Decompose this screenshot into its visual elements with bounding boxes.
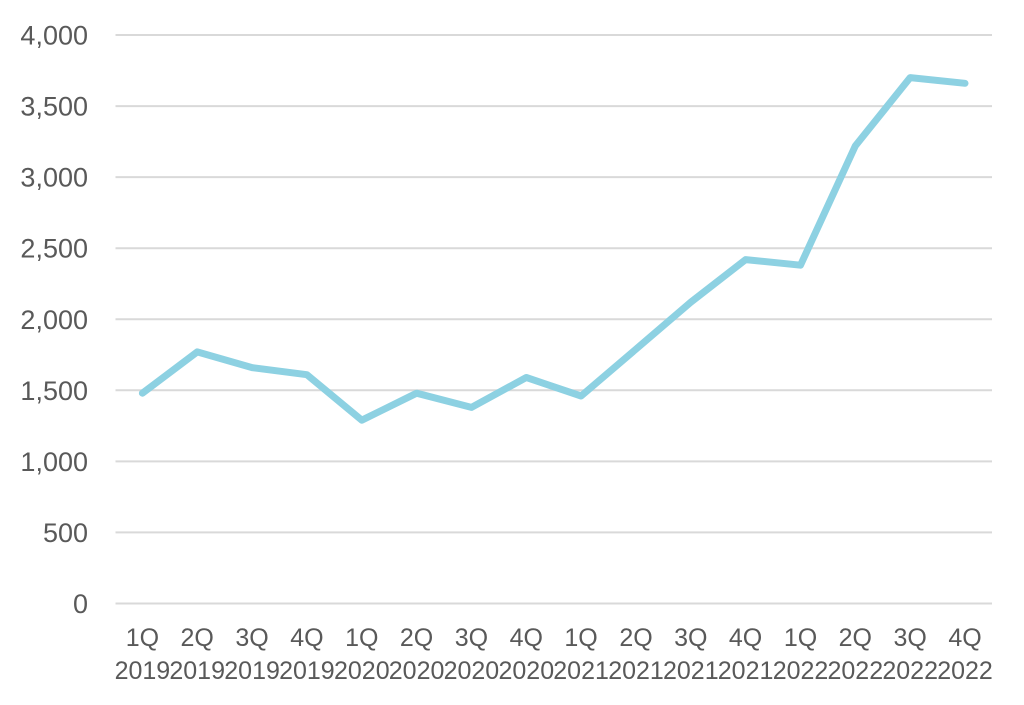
x-axis-tick-label-quarter: 4Q	[510, 624, 543, 652]
y-axis-tick-label: 2,500	[20, 234, 88, 264]
x-axis-tick-label-year: 2019	[279, 657, 335, 685]
y-axis-tick-label: 1,500	[20, 376, 88, 406]
x-axis-tick-label-year: 2021	[608, 657, 664, 685]
x-axis-tick-label-quarter: 2Q	[619, 624, 652, 652]
x-axis-tick-label-quarter: 1Q	[126, 624, 159, 652]
data-series-line	[138, 74, 969, 424]
x-axis-tick-label-quarter: 4Q	[729, 624, 762, 652]
y-axis-tick-label: 1,000	[20, 447, 88, 477]
y-axis-tick-label: 3,000	[20, 163, 88, 193]
x-axis-tick-label-year: 2019	[224, 657, 280, 685]
x-axis-tick-label-quarter: 2Q	[181, 624, 214, 652]
x-axis-tick-label-year: 2022	[882, 657, 938, 685]
x-axis-tick-label-quarter: 1Q	[345, 624, 378, 652]
x-axis-tick-label-quarter: 3Q	[235, 624, 268, 652]
x-axis-tick-label-year: 2021	[663, 657, 719, 685]
x-axis-tick-label-year: 2019	[115, 657, 171, 685]
x-axis-tick-label-quarter: 1Q	[784, 624, 817, 652]
y-axis-tick-label: 0	[73, 589, 88, 619]
x-axis-tick-label-year: 2021	[718, 657, 774, 685]
x-axis-tick-label-year: 2021	[553, 657, 609, 685]
x-axis-tick-label-year: 2022	[827, 657, 883, 685]
x-axis-tick-label-quarter: 4Q	[948, 624, 981, 652]
x-axis-tick-label-year: 2020	[498, 657, 554, 685]
x-axis-tick-label-year: 2022	[937, 657, 993, 685]
x-axis-tick-label-year: 2020	[389, 657, 445, 685]
x-axis-tick-label-year: 2022	[773, 657, 829, 685]
x-axis-tick-label-quarter: 3Q	[674, 624, 707, 652]
x-axis-tick-label-quarter: 3Q	[455, 624, 488, 652]
x-axis-tick-label-quarter: 3Q	[894, 624, 927, 652]
y-axis-tick-label: 4,000	[20, 21, 88, 51]
x-axis-tick-label-year: 2020	[444, 657, 500, 685]
y-axis-tick-label: 3,500	[20, 92, 88, 122]
x-axis-tick-label-year: 2020	[334, 657, 390, 685]
y-axis-tick-label: 2,000	[20, 305, 88, 335]
x-axis-tick-label-quarter: 1Q	[564, 624, 597, 652]
x-axis-tick-label-quarter: 2Q	[400, 624, 433, 652]
y-axis-tick-label: 500	[43, 518, 88, 548]
x-axis-tick-label-quarter: 2Q	[839, 624, 872, 652]
x-axis-tick-label-year: 2019	[169, 657, 225, 685]
x-axis-tick-label-quarter: 4Q	[290, 624, 323, 652]
